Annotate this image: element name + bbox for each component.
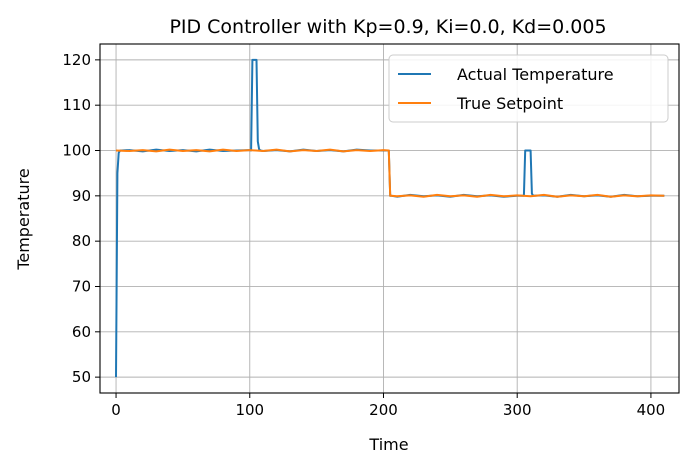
x-tick-label: 300 (503, 401, 532, 419)
y-tick-label: 100 (62, 142, 91, 160)
legend-box (388, 54, 669, 123)
x-tick-label: 100 (235, 401, 264, 419)
axis-ticks: 0 100 200 300 400 50 60 70 80 90 100 110 120 (62, 51, 665, 419)
y-tick-label: 110 (62, 96, 91, 114)
y-tick-label: 60 (72, 323, 91, 341)
x-tick-label: 0 (111, 401, 121, 419)
y-tick-label: 70 (72, 277, 91, 295)
legend-label-actual-temperature: Actual Temperature (457, 65, 614, 84)
chart-title: PID Controller with Kp=0.9, Ki=0.0, Kd=0… (169, 16, 606, 38)
legend: Actual Temperature True Setpoint (388, 54, 669, 123)
plot-series (115, 58, 665, 378)
series-line-true-setpoint (115, 148, 665, 198)
legend-label-true-setpoint: True Setpoint (456, 94, 563, 113)
x-tick-label: 400 (637, 401, 666, 419)
x-tick-label: 200 (369, 401, 398, 419)
x-axis-label: Time (368, 435, 408, 454)
y-axis-label: Temperature (14, 168, 33, 270)
y-tick-label: 80 (72, 232, 91, 250)
y-tick-label: 90 (72, 187, 91, 205)
plot-frame (99, 43, 680, 394)
y-tick-label: 120 (62, 51, 91, 69)
y-tick-label: 50 (72, 368, 91, 386)
